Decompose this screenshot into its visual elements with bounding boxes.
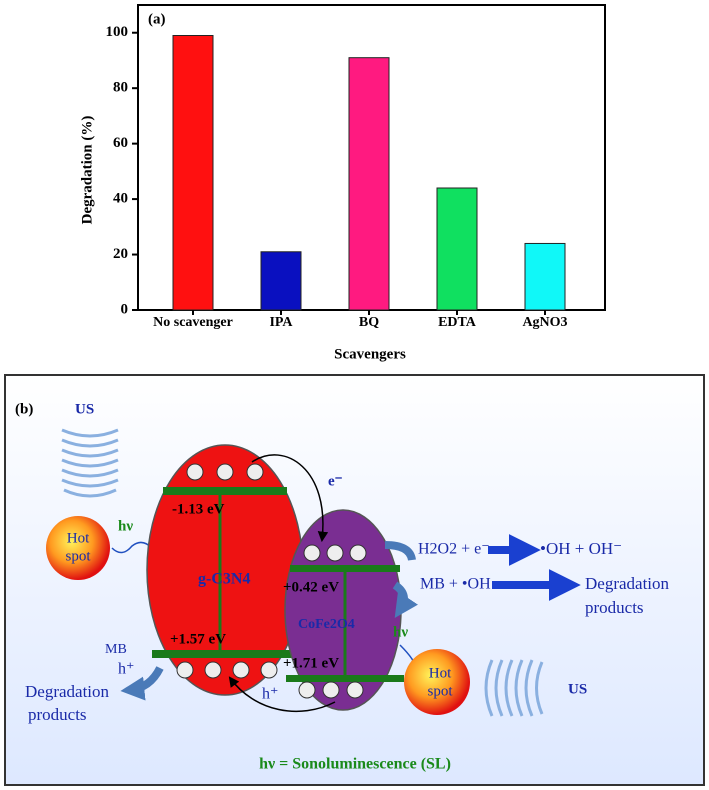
caption: hν = Sonoluminescence (SL) bbox=[259, 756, 451, 773]
reaction-reactants: MB + •OH bbox=[420, 576, 491, 593]
y-tick-label: 0 bbox=[121, 301, 129, 317]
hot-spot-label: spot bbox=[427, 683, 453, 699]
bar-chart: (a) Scavengers Degradation (%) 0 20 40 60 80… bbox=[79, 4, 606, 362]
x-tick-label: AgNO3 bbox=[522, 316, 568, 330]
hot-spot bbox=[404, 649, 470, 715]
x-tick-label-box: IPA bbox=[269, 316, 293, 330]
y-tick-label: 100 bbox=[106, 24, 129, 40]
catalyst-name: CoFe2O4 bbox=[298, 617, 355, 632]
panel-label: (b) bbox=[15, 401, 33, 417]
valence-band bbox=[152, 650, 300, 658]
hole-transfer bbox=[228, 676, 336, 713]
products-label: Degradation bbox=[585, 574, 670, 593]
products-label: products bbox=[585, 598, 644, 617]
cb-potential: +0.42 eV bbox=[283, 579, 339, 595]
electron-label: e⁻ bbox=[328, 473, 343, 489]
bar bbox=[524, 242, 566, 311]
light-wave bbox=[111, 541, 153, 554]
x-tick-label-box: EDTA bbox=[438, 316, 476, 330]
mb-label: MB bbox=[105, 642, 127, 657]
ultrasound-waves bbox=[484, 659, 544, 717]
panel-label: (a) bbox=[148, 11, 166, 27]
y-tick-label: 80 bbox=[113, 80, 128, 96]
x-tick-label: IPA bbox=[269, 316, 293, 330]
bar bbox=[348, 57, 390, 311]
reaction-reactants: H2O2 + e⁻ bbox=[418, 541, 490, 558]
bar bbox=[260, 251, 302, 311]
y-axis-label: Degradation (%) bbox=[79, 116, 95, 225]
y-tick-label: 40 bbox=[113, 191, 128, 207]
catalyst-name: g-C3N4 bbox=[198, 571, 250, 588]
x-tick-label: BQ bbox=[358, 316, 380, 330]
hot-spot-label: Hot bbox=[67, 530, 90, 546]
electrons bbox=[186, 463, 264, 481]
x-tick-label-box: No scavenger bbox=[153, 316, 233, 330]
vb-potential: +1.57 eV bbox=[170, 631, 226, 647]
electrons bbox=[303, 544, 367, 562]
bar bbox=[436, 187, 478, 311]
conduction-band bbox=[290, 565, 400, 572]
light-label: hν bbox=[393, 624, 408, 640]
us-label: US bbox=[75, 401, 94, 417]
reaction-arrow bbox=[392, 581, 418, 618]
x-tick-label: No scavenger bbox=[153, 316, 233, 330]
reaction-arrow bbox=[384, 541, 416, 561]
electron-transfer bbox=[251, 454, 329, 543]
hot-spot-label: spot bbox=[65, 548, 91, 564]
x-tick-label-box: AgNO3 bbox=[522, 316, 568, 330]
products-label: Degradation bbox=[25, 682, 110, 701]
y-tick-label: 20 bbox=[113, 246, 128, 262]
products-label: products bbox=[28, 705, 87, 724]
x-tick-label: EDTA bbox=[438, 316, 476, 330]
valence-band bbox=[286, 675, 404, 682]
x-axis-label: Scavengers bbox=[334, 346, 406, 362]
hole-label: h⁺ bbox=[262, 686, 278, 703]
hot-spot bbox=[46, 516, 110, 580]
reaction-products: •OH + OH⁻ bbox=[540, 539, 622, 558]
hole-label: h⁺ bbox=[118, 661, 134, 678]
holes bbox=[298, 681, 364, 699]
y-tick-label: 60 bbox=[113, 135, 128, 151]
cb-potential: -1.13 eV bbox=[172, 501, 225, 517]
conduction-band bbox=[163, 487, 287, 495]
mechanism-diagram: (b) US Hot spot hν -1.13 eV +1.57 eV g-C… bbox=[4, 374, 705, 786]
x-tick-label-box: BQ bbox=[358, 316, 380, 330]
reaction-arrow bbox=[120, 666, 164, 701]
vb-potential: +1.71 eV bbox=[283, 655, 339, 671]
bar bbox=[172, 35, 214, 311]
us-label: US bbox=[568, 681, 587, 697]
light-label: hν bbox=[118, 518, 133, 534]
hot-spot-label: Hot bbox=[429, 665, 452, 681]
holes bbox=[176, 661, 278, 679]
ultrasound-waves bbox=[61, 428, 119, 498]
